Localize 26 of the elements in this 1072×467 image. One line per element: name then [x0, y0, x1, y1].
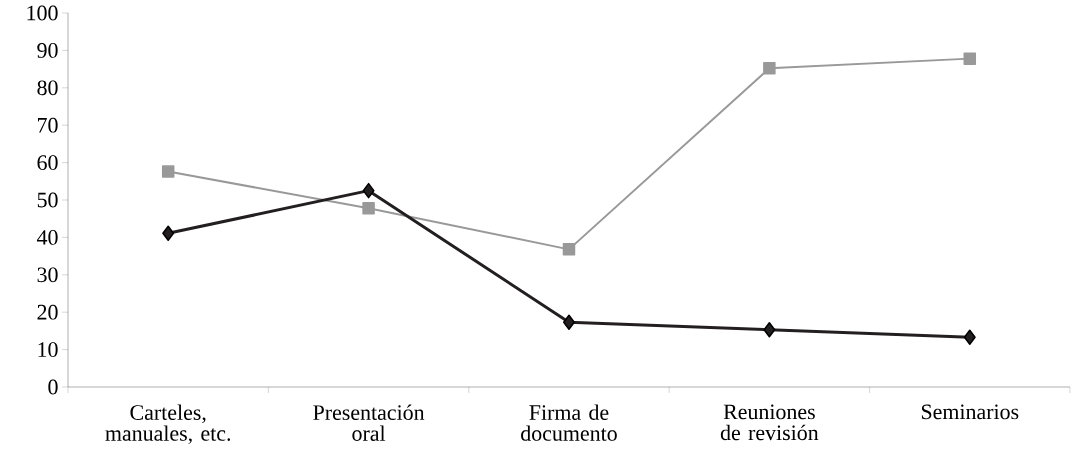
y-tick-label: 100	[27, 5, 58, 21]
y-tick-label: 80	[37, 80, 58, 96]
point	[562, 314, 575, 331]
x-tick-label: Seminarios	[921, 404, 1019, 420]
x-tick-label: Reuniones de revisión	[720, 404, 819, 441]
point	[362, 201, 375, 215]
y-tick-label: 10	[38, 342, 58, 357]
y-tick-label: 90	[37, 43, 58, 58]
y-tick-label: 40	[36, 230, 58, 245]
y-tick-label: 60	[37, 155, 58, 170]
y-tick-label: 20	[37, 304, 58, 320]
x-tick-label: Carteles, manuales, etc.	[105, 404, 231, 445]
point	[161, 165, 175, 178]
y-tick-label: 0	[48, 379, 58, 395]
point	[562, 243, 576, 256]
point	[763, 322, 776, 338]
x-tick-label: Firma de documento	[521, 404, 617, 441]
y-tick-label: 30	[37, 267, 58, 283]
point	[963, 329, 976, 346]
point	[162, 225, 175, 242]
point	[362, 182, 375, 199]
point	[763, 62, 776, 75]
x-tick-label: Presentación oral	[313, 404, 425, 441]
y-tick-label: 50	[37, 192, 58, 208]
y-tick-label: 70	[38, 117, 58, 133]
point	[963, 52, 977, 65]
